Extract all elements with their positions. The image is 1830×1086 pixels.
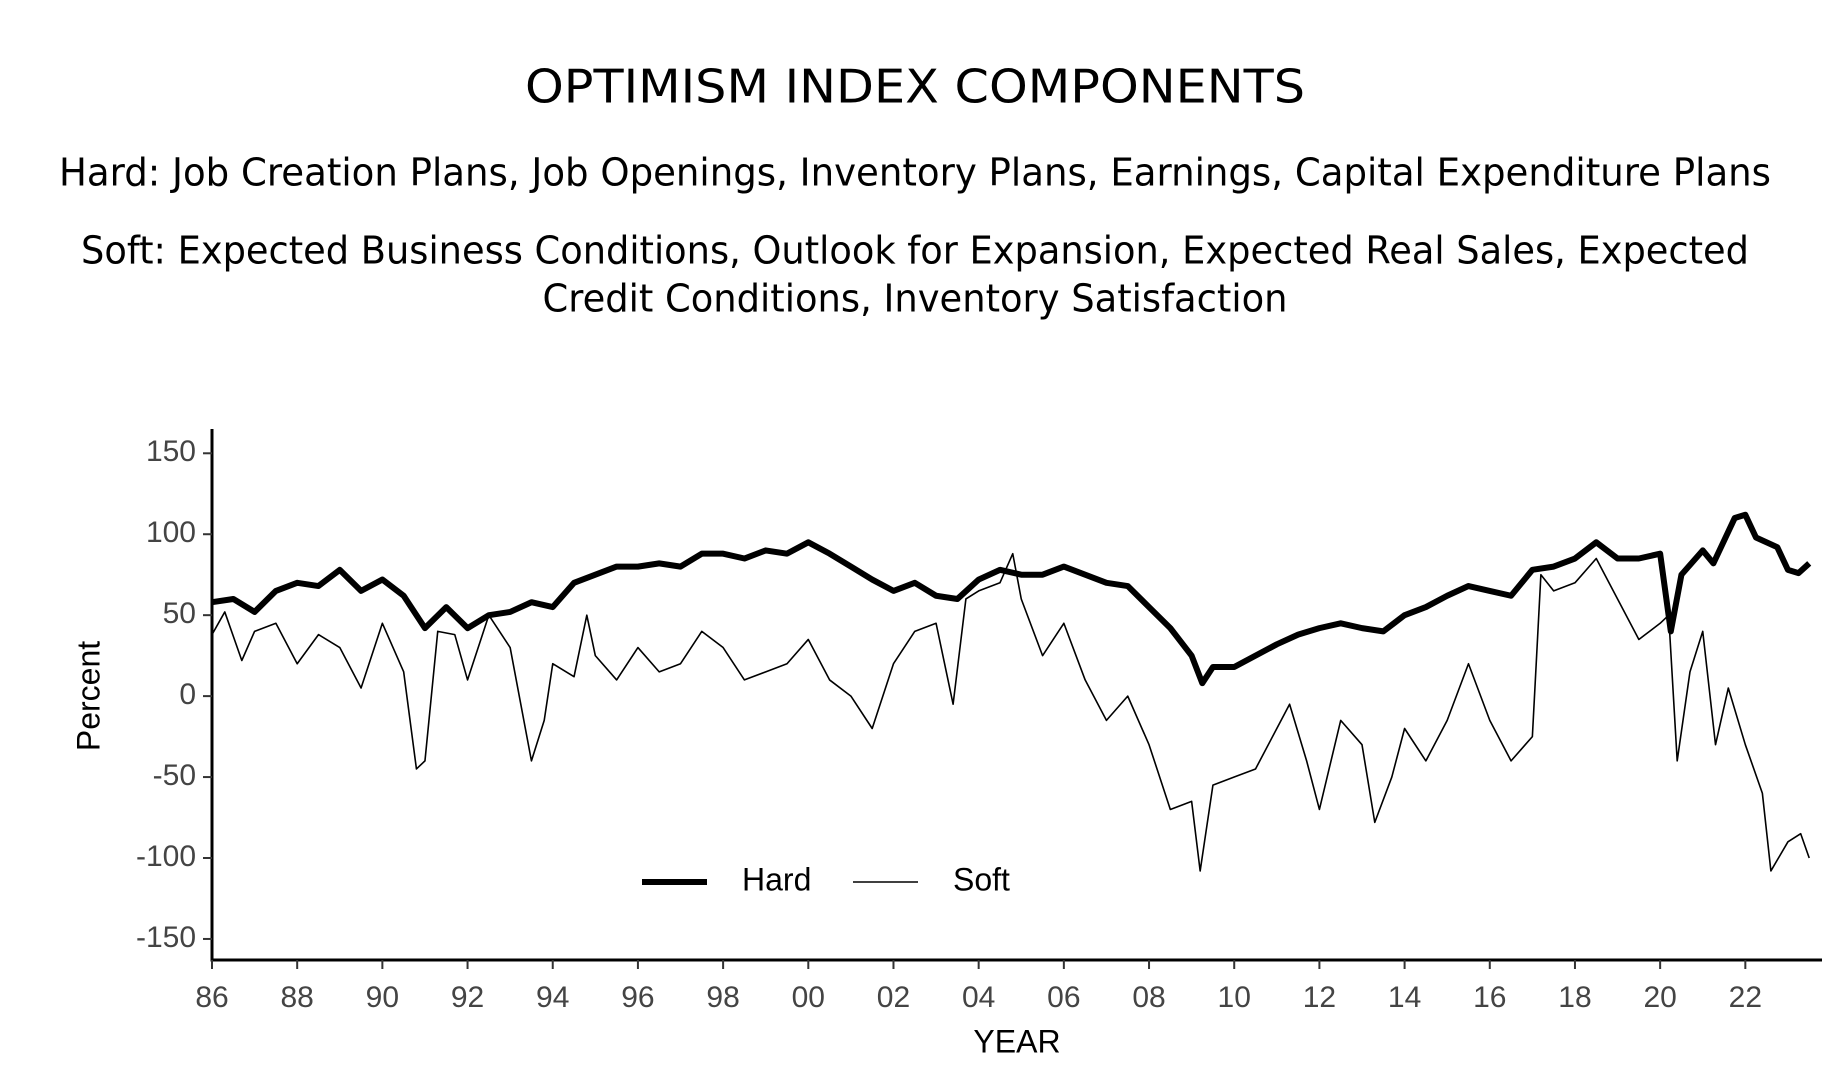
- x-tick-label: 18: [1558, 981, 1591, 1014]
- y-tick-label: 50: [163, 597, 196, 630]
- x-tick-label: 98: [706, 981, 739, 1014]
- x-tick-label: 96: [621, 981, 654, 1014]
- chart-subtitle: Soft: Expected Business Conditions, Outl…: [81, 229, 1749, 273]
- x-tick-label: 10: [1218, 981, 1251, 1014]
- chart-subtitle: Hard: Job Creation Plans, Job Openings, …: [59, 151, 1771, 195]
- x-tick-label: 94: [536, 981, 569, 1014]
- x-tick-label: 88: [280, 981, 313, 1014]
- x-tick-label: 12: [1303, 981, 1336, 1014]
- x-tick-label: 04: [962, 981, 995, 1014]
- x-tick-label: 14: [1388, 981, 1421, 1014]
- x-tick-label: 08: [1132, 981, 1165, 1014]
- x-tick-label: 02: [877, 981, 910, 1014]
- y-tick-label: -100: [136, 840, 196, 873]
- series-line: [211, 552, 1810, 872]
- y-tick-label: 150: [146, 435, 196, 468]
- x-tick-label: 90: [366, 981, 399, 1014]
- y-tick-label: -50: [153, 759, 196, 792]
- y-tick-label: -150: [136, 921, 196, 954]
- x-tick-label: 00: [792, 981, 825, 1014]
- x-tick-label: 86: [195, 981, 228, 1014]
- legend-label: Hard: [742, 861, 811, 897]
- chart-subtitle: Credit Conditions, Inventory Satisfactio…: [543, 277, 1288, 321]
- x-axis-label: YEAR: [973, 1023, 1060, 1059]
- x-tick-label: 92: [451, 981, 484, 1014]
- x-tick-label: 20: [1643, 981, 1676, 1014]
- legend-label: Soft: [953, 861, 1010, 897]
- x-tick-label: 22: [1729, 981, 1762, 1014]
- y-axis-label: Percent: [70, 641, 106, 751]
- x-tick-label: 16: [1473, 981, 1506, 1014]
- series-line: [211, 511, 1812, 687]
- y-tick-label: 100: [146, 516, 196, 549]
- chart-title: OPTIMISM INDEX COMPONENTS: [525, 60, 1305, 114]
- y-tick-label: 0: [179, 678, 196, 711]
- x-tick-label: 06: [1047, 981, 1080, 1014]
